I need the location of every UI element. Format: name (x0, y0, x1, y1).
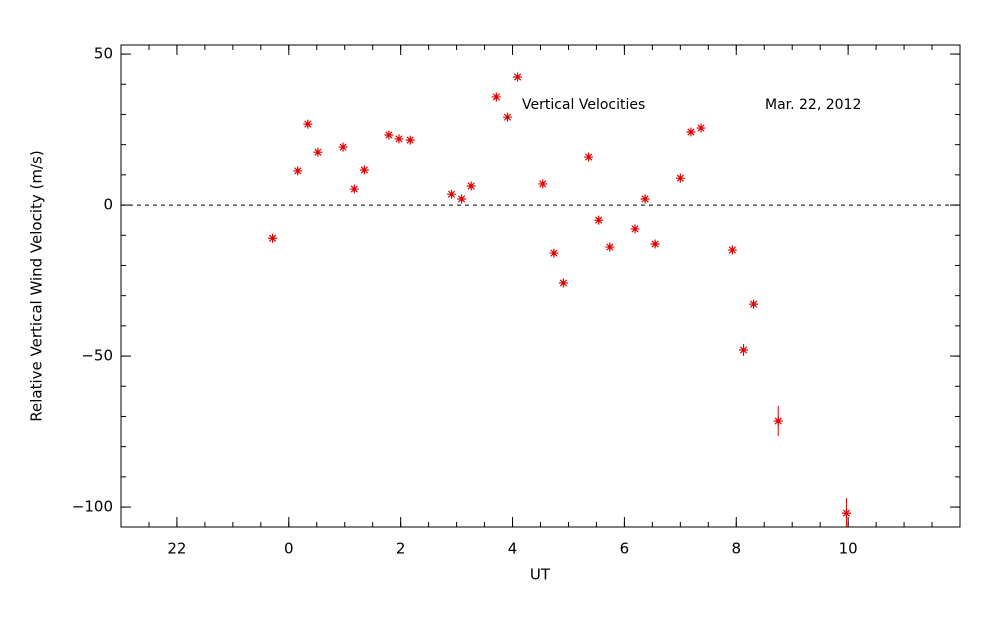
point (313, 147, 323, 157)
point (594, 215, 604, 225)
x-tick-label: 4 (508, 540, 518, 558)
point (491, 92, 501, 102)
point (268, 233, 278, 243)
point (338, 142, 348, 152)
point (841, 508, 851, 518)
point (749, 299, 759, 309)
x-tick-label: 8 (731, 540, 741, 558)
point (727, 245, 737, 255)
plot-frame (120, 44, 961, 528)
point (359, 165, 369, 175)
x-tick-label: 10 (839, 540, 858, 558)
point (513, 72, 523, 82)
point (773, 416, 783, 426)
point (457, 194, 467, 204)
x-tick-label: 22 (167, 540, 186, 558)
annotation: Vertical Velocities (522, 97, 645, 113)
plot-area (268, 72, 851, 527)
point (549, 248, 559, 258)
point (303, 119, 313, 129)
point (293, 166, 303, 176)
point (405, 135, 415, 145)
point (675, 173, 685, 183)
point (558, 278, 568, 288)
point (630, 224, 640, 234)
y-tick-label: 50 (94, 45, 113, 63)
y-tick-label: 0 (103, 196, 113, 214)
y-axis-label: Relative Vertical Wind Velocity (m/s) (28, 150, 46, 421)
y-tick-label: −50 (81, 347, 113, 365)
point (466, 181, 476, 191)
point (640, 194, 650, 204)
point (584, 152, 594, 162)
point (447, 189, 457, 199)
point (349, 184, 359, 194)
point (384, 130, 394, 140)
point (502, 112, 512, 122)
x-tick-label: 0 (284, 540, 294, 558)
point (739, 345, 749, 355)
point (538, 179, 548, 189)
y-tick-label: −100 (72, 498, 113, 516)
x-tick-label: 6 (620, 540, 630, 558)
point (696, 123, 706, 133)
point (605, 242, 615, 252)
annotation: Mar. 22, 2012 (765, 97, 861, 113)
x-tick-label: 2 (396, 540, 406, 558)
point (650, 239, 660, 249)
point (394, 134, 404, 144)
x-axis-label: UT (530, 566, 551, 584)
point (686, 127, 696, 137)
